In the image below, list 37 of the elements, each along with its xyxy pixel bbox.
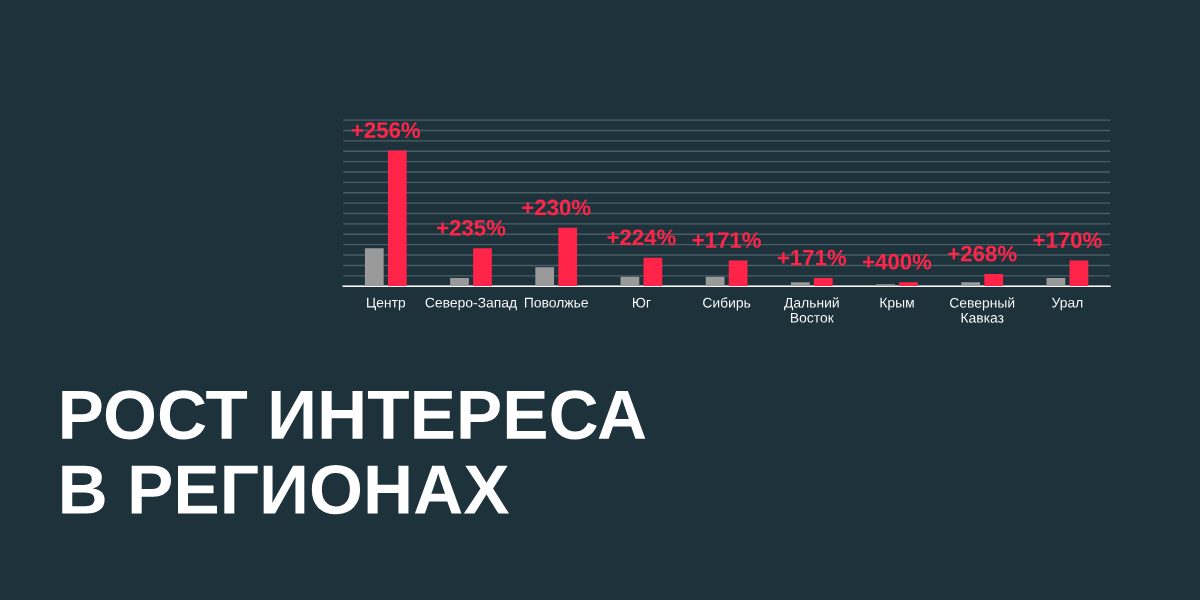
bar bbox=[535, 267, 555, 287]
bar bbox=[450, 278, 469, 287]
text: РОСТ ИНТЕРЕСА В РЕГИОНАХ bbox=[62, 390, 646, 515]
x-tick-label: Дальний Восток bbox=[784, 297, 839, 323]
x-tick-label: Северо-Запад bbox=[425, 297, 517, 311]
bar bbox=[790, 282, 810, 287]
x-tick-label: Сибирь bbox=[703, 297, 751, 311]
bar bbox=[1069, 260, 1089, 287]
x-tick-label: Поволжье bbox=[524, 297, 588, 308]
x-tick-label: Урал bbox=[1051, 297, 1083, 311]
x-tick-label: Юг bbox=[632, 297, 651, 308]
bar bbox=[961, 282, 981, 287]
bar bbox=[984, 273, 1004, 287]
annotation: +171% bbox=[777, 249, 847, 266]
annotation: +235% bbox=[437, 219, 506, 236]
bar bbox=[620, 276, 640, 287]
annotation: +268% bbox=[948, 245, 1017, 262]
bar bbox=[728, 260, 748, 287]
annotation: +256% bbox=[351, 122, 421, 138]
x-tick-label: Северный Кавказ bbox=[949, 297, 1015, 323]
bar bbox=[558, 227, 578, 287]
bar bbox=[1046, 278, 1066, 287]
annotation: +224% bbox=[607, 229, 676, 246]
bar bbox=[876, 284, 895, 287]
annotation: +171% bbox=[692, 232, 761, 248]
bar bbox=[899, 282, 918, 287]
bar bbox=[387, 150, 407, 287]
bar bbox=[813, 278, 833, 287]
annotation: +230% bbox=[522, 199, 591, 216]
x-tick-label: Центр bbox=[367, 297, 406, 311]
annotation: +170% bbox=[1033, 232, 1102, 248]
annotation: +400% bbox=[863, 253, 932, 270]
bar bbox=[473, 248, 492, 287]
bar bbox=[364, 248, 384, 287]
bar bbox=[705, 276, 725, 287]
x-tick-label: Крым bbox=[880, 297, 914, 311]
bar bbox=[643, 257, 663, 287]
